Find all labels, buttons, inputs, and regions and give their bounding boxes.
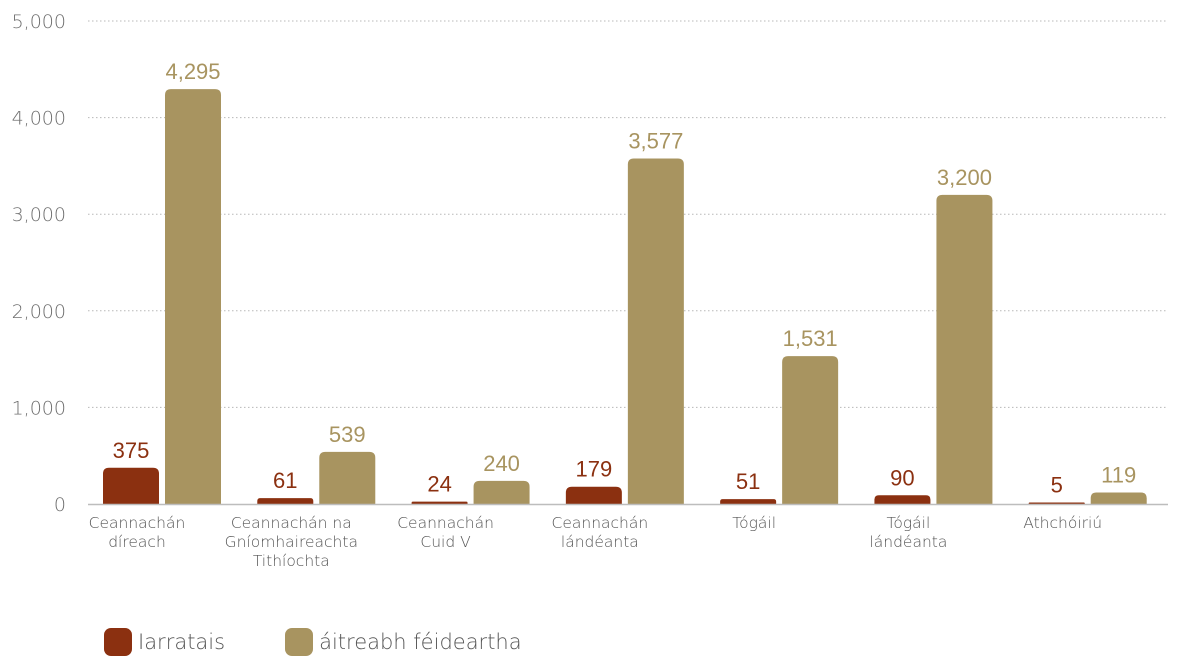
bar-aitreabh <box>319 451 376 504</box>
bars: 375 4,295 61 539 24 240 179 3,577 51 1,531 90 3,200… <box>103 59 1147 505</box>
legend: Iarratais áitreabh féideartha <box>104 628 582 656</box>
category-label: Ceannachán <box>89 514 186 532</box>
category-label: Ceannachán na <box>231 514 352 532</box>
category-label: díreach <box>108 533 166 551</box>
data-label: 5 <box>1051 473 1063 498</box>
category-label: lándéanta <box>561 533 639 551</box>
data-label: 4,295 <box>165 59 220 84</box>
data-label: 240 <box>483 451 520 476</box>
data-label: 24 <box>427 472 451 497</box>
y-tick-label: 2,000 <box>12 301 66 323</box>
category-label: Tógáil <box>887 514 931 532</box>
legend-label-aitreabh: áitreabh féideartha <box>319 630 522 654</box>
bar-aitreabh <box>936 194 993 504</box>
category-label: Tithíochta <box>253 552 330 570</box>
data-label: 3,200 <box>937 165 992 190</box>
category-label: Athchóiriú <box>1023 514 1102 532</box>
bar-aitreabh <box>782 356 839 504</box>
legend-swatch-iarratais <box>104 628 132 656</box>
bar-iarratais <box>1028 502 1085 504</box>
legend-item-aitreabh: áitreabh féideartha <box>285 628 522 656</box>
data-label: 3,577 <box>628 128 683 153</box>
bar-aitreabh <box>1090 492 1147 504</box>
bar-iarratais <box>257 498 314 504</box>
bar-iarratais <box>874 495 931 504</box>
y-tick-label: 5,000 <box>12 11 66 33</box>
y-tick-label: 1,000 <box>12 397 66 419</box>
legend-label-iarratais: Iarratais <box>138 630 226 654</box>
data-label: 61 <box>273 468 297 493</box>
y-axis: 0 1,000 2,000 3,000 4,000 5,000 <box>12 11 66 516</box>
category-label: Cuid V <box>420 533 471 551</box>
y-tick-label: 4,000 <box>12 108 66 130</box>
legend-item-iarratais: Iarratais <box>104 628 225 656</box>
y-tick-label: 3,000 <box>12 204 66 226</box>
data-label: 539 <box>329 422 366 447</box>
bar-aitreabh <box>165 89 221 504</box>
data-label: 1,531 <box>783 326 838 351</box>
category-label: lándéanta <box>869 533 947 551</box>
legend-swatch-aitreabh <box>285 628 314 656</box>
data-label: 119 <box>1101 463 1136 488</box>
category-label: Tógáil <box>732 514 776 532</box>
bar-iarratais <box>565 486 622 504</box>
category-label: Gníomhaireachta <box>225 533 358 551</box>
category-label: Ceannachán <box>397 514 494 532</box>
data-label: 375 <box>113 438 150 463</box>
bar-iarratais <box>411 501 468 504</box>
data-label: 179 <box>575 457 612 482</box>
bar-iarratais <box>720 499 777 504</box>
category-label: Ceannachán <box>552 514 649 532</box>
data-label: 90 <box>890 465 914 490</box>
data-label: 51 <box>736 469 760 494</box>
bar-iarratais <box>103 467 159 504</box>
bar-aitreabh <box>627 158 684 505</box>
y-tick-label: 0 <box>54 494 66 516</box>
bar-aitreabh <box>473 480 530 504</box>
